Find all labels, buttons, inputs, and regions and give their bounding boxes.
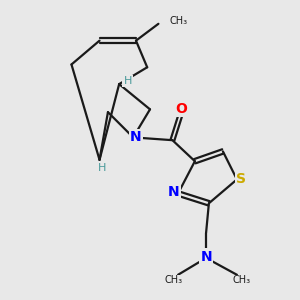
Text: O: O [175,102,187,116]
Text: H: H [123,76,132,86]
Text: CH₃: CH₃ [232,275,250,285]
Text: N: N [130,130,142,144]
Text: N: N [200,250,212,264]
Text: CH₃: CH₃ [165,275,183,285]
Text: CH₃: CH₃ [169,16,188,26]
Text: S: S [236,172,246,186]
Text: H: H [98,163,106,173]
Text: N: N [168,185,180,199]
